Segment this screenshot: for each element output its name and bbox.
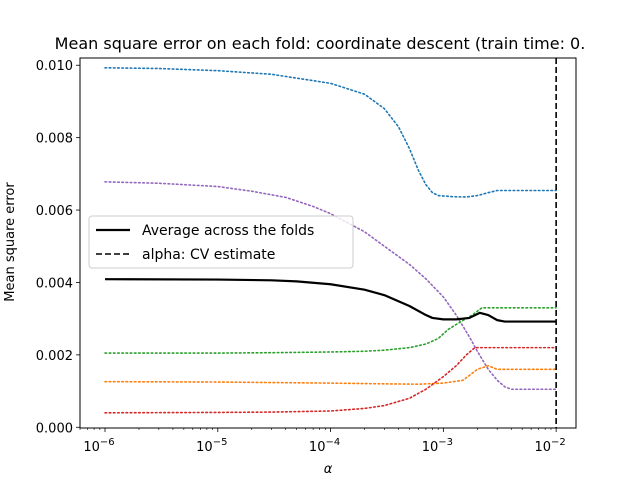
y-axis-label: Mean square error: [3, 182, 18, 302]
fold-series-line-2: [104, 181, 557, 391]
x-tick-label: 10−6: [83, 437, 114, 455]
x-tick-label: 10−2: [534, 437, 565, 455]
legend-label-cv: alpha: CV estimate: [142, 247, 275, 263]
fold-series-line-5: [104, 346, 557, 414]
x-tick-label: 10−3: [422, 437, 453, 455]
y-axis: 0.000 0.002 0.004 0.006 0.008 0.010: [36, 59, 80, 436]
y-tick-label: 0.002: [36, 349, 73, 364]
y-tick-label: 0.000: [36, 421, 73, 436]
fold-series-line-1: [104, 66, 557, 198]
legend-box: [88, 215, 354, 269]
y-tick-label: 0.010: [36, 59, 73, 74]
y-tick-label: 0.004: [36, 276, 73, 291]
legend-label-average: Average across the folds: [142, 223, 314, 239]
average-series-line: [105, 278, 557, 323]
x-axis-label: α: [324, 462, 333, 477]
series-layer: [104, 66, 557, 414]
y-tick-label: 0.008: [36, 132, 73, 147]
fold-series-line-4: [104, 364, 557, 385]
axes-frame: [79, 57, 577, 429]
legend: Average across the folds alpha: CV estim…: [88, 215, 354, 269]
x-tick-label: 10−5: [196, 437, 227, 455]
chart-title: Mean square error on each fold: coordina…: [55, 34, 586, 53]
x-axis: 10−6 10−5 10−4 10−3 10−2: [79, 428, 566, 455]
fold-series-line-3: [104, 307, 557, 354]
x-tick-label: 10−4: [309, 437, 340, 455]
y-tick-label: 0.006: [36, 204, 73, 219]
